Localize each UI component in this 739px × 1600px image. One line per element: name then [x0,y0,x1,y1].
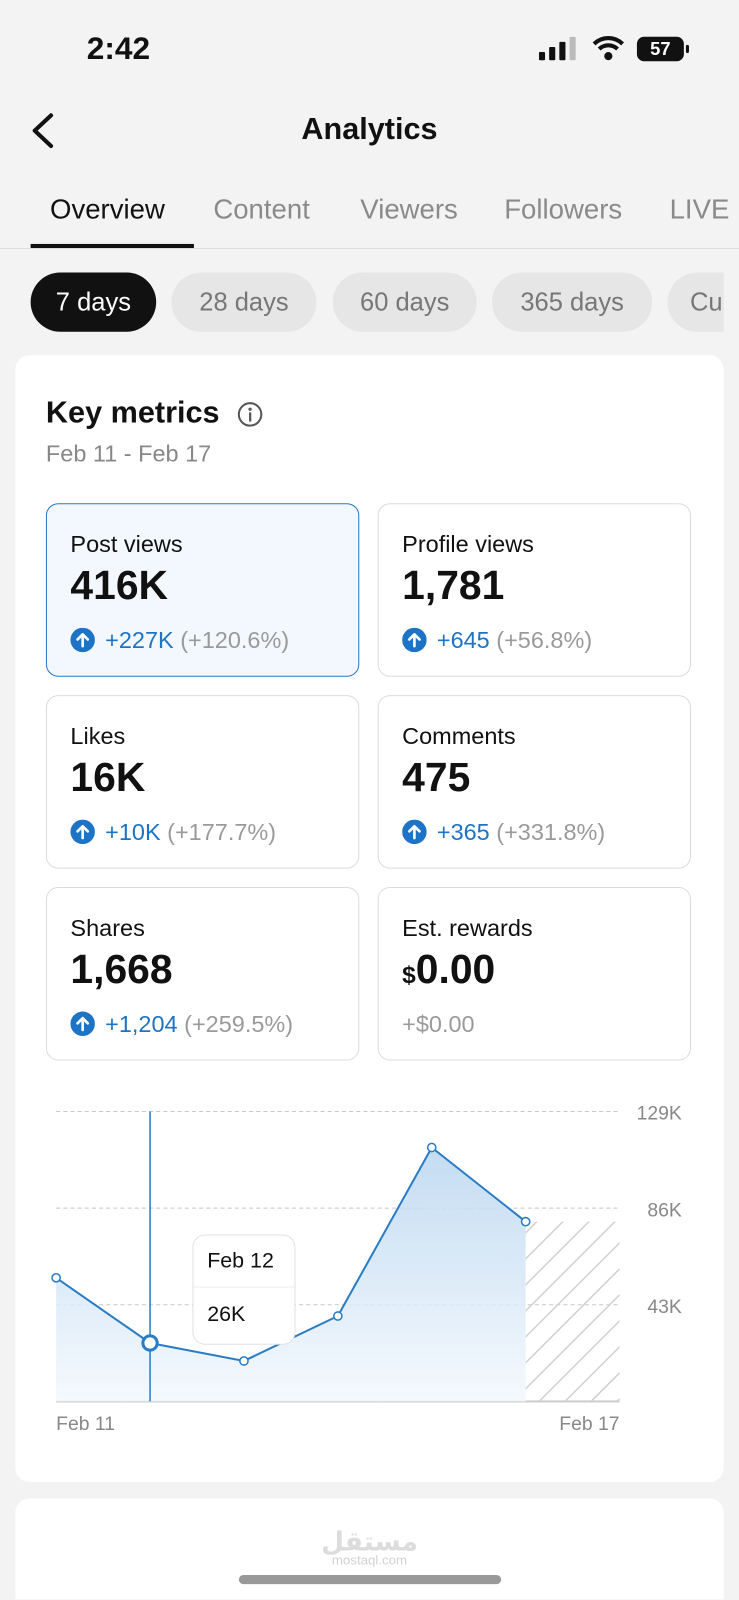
info-icon[interactable] [237,401,264,428]
metric-value: 416K [70,563,168,609]
y-tick-label: 129K [637,1103,682,1125]
up-arrow-icon [402,627,427,653]
metric-number: 1,668 [70,947,173,993]
metric-change: +227K (+120.6%) [70,627,289,655]
data-point [239,1356,249,1366]
up-arrow-icon [70,819,95,845]
tooltip [192,1234,296,1345]
data-point [426,1142,437,1153]
data-point [141,1334,159,1352]
date-range: Feb 11 - Feb 17 [45,439,212,467]
change-amount: +$0.00 [402,1010,475,1038]
tab[interactable]: Viewers [360,193,458,225]
up-arrow-icon [70,627,95,653]
metric-number: 0.00 [415,947,496,993]
range-pill[interactable]: 365 days [491,272,653,332]
change-percent: (+120.6%) [180,626,290,654]
tab[interactable]: Overview [50,193,165,225]
battery-tip [685,44,689,54]
tooltip-date: Feb 12 [207,1249,274,1273]
tab[interactable]: LIVE [669,193,730,225]
signal-icon [538,36,576,61]
section-title: Key metrics [45,396,220,430]
range-pill[interactable]: 7 days [30,272,157,332]
change-amount: +645 [436,626,490,654]
up-arrow-icon [402,819,427,845]
data-point [520,1216,531,1227]
metric-value: 16K [70,755,145,801]
metric-change: +1,204 (+259.5%) [70,1010,293,1038]
data-point [333,1311,343,1321]
battery: 57 [636,36,684,62]
metric-number: 16K [70,755,146,801]
metric-label: Profile views [402,530,534,558]
pill-mask [723,265,739,337]
metric-card[interactable]: Shares 1,668 +1,204 (+259.5%) [45,886,360,1061]
watermark-url: mostaql.com [331,1552,408,1568]
change-percent: (+56.8%) [496,626,593,654]
data-point [51,1272,61,1283]
metric-card[interactable]: Est. rewards $0.00 +$0.00 [377,886,692,1061]
metric-value: $0.00 [402,947,495,993]
metric-card[interactable]: Post views 416K +227K (+120.6%) [45,503,360,677]
change-amount: +10K [105,818,161,846]
tab-fade [673,173,739,245]
tab-divider [0,248,739,250]
change-percent: (+259.5%) [184,1010,294,1038]
tab[interactable]: Content [213,193,310,225]
metric-number: 475 [402,755,471,801]
tooltip-value: 26K [207,1302,246,1326]
incomplete-region [525,1221,620,1402]
up-arrow-icon [70,1011,95,1037]
watermark: مستقل [320,1525,419,1557]
page-title: Analytics [301,112,438,146]
change-percent: (+331.8%) [496,818,606,846]
metric-label: Shares [70,914,145,942]
tab-indicator [30,243,194,249]
metric-card[interactable]: Likes 16K +10K (+177.7%) [45,695,360,869]
metric-number: 416K [70,563,169,609]
metric-number: 1,781 [402,563,505,609]
wifi-icon [592,36,625,61]
metric-label: Likes [70,722,126,750]
change-percent: (+177.7%) [167,818,277,846]
tab[interactable]: Followers [504,193,623,225]
range-pill[interactable]: 60 days [332,272,477,332]
metric-card[interactable]: Comments 475 +365 (+331.8%) [377,695,692,869]
metric-change: +645 (+56.8%) [402,627,592,655]
x-tick-label: Feb 11 [56,1413,115,1435]
metric-change: +10K (+177.7%) [70,819,276,847]
status-time: 2:42 [86,30,151,67]
y-tick-label: 43K [647,1296,682,1318]
metric-card[interactable]: Profile views 1,781 +645 (+56.8%) [377,503,692,677]
change-amount: +365 [436,818,490,846]
chart: 43K 86K 129K Feb 12 26K Feb 11 Feb 17 [51,1103,682,1435]
metric-value: 475 [402,755,470,801]
currency-symbol: $ [402,961,416,990]
metric-value: 1,781 [402,563,504,609]
metric-change: +365 (+331.8%) [402,819,605,847]
change-amount: +1,204 [105,1010,178,1038]
metric-label: Est. rewards [402,914,533,942]
metric-value: 1,668 [70,947,172,993]
metric-change: +$0.00 [402,1010,474,1038]
range-pill[interactable]: 28 days [171,272,317,332]
metric-label: Comments [402,722,516,750]
change-amount: +227K [105,626,174,654]
back-button[interactable] [29,112,58,149]
y-tick-label: 86K [647,1199,682,1221]
area-fill [56,1147,526,1402]
home-indicator [238,1574,502,1585]
metric-label: Post views [70,530,183,558]
x-tick-label: Feb 17 [559,1413,619,1435]
